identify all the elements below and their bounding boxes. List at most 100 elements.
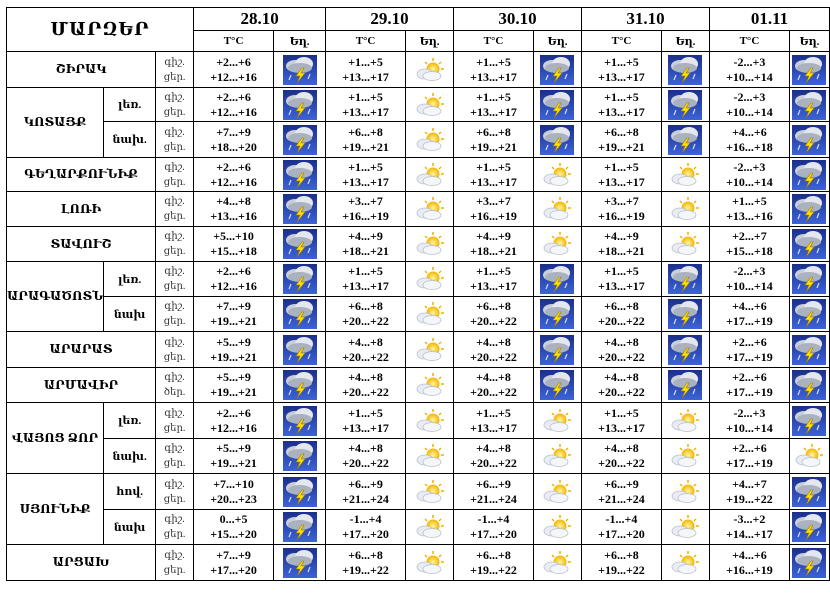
date-header: 29.10 — [325, 7, 455, 31]
partly-cloudy-icon — [668, 548, 702, 578]
night-temp: +6...+9 — [604, 476, 639, 491]
day-temp: +17...+20 — [470, 527, 517, 541]
storm-icon — [668, 90, 702, 120]
partly-cloudy-icon — [668, 477, 702, 507]
temperature-cell: +4...+8 +20...+22 — [580, 367, 662, 403]
day-temp: +12...+16 — [210, 174, 257, 189]
day-label: ցեր. — [163, 106, 186, 118]
storm-icon — [283, 370, 317, 400]
temperature-cell: +6...+8 +19...+21 — [325, 121, 407, 158]
day-temp: +18...+21 — [598, 244, 645, 258]
weather-cell — [788, 367, 830, 403]
night-temp: -1...+4 — [605, 512, 638, 526]
zone-name: նախ — [103, 296, 157, 332]
weather-cell — [788, 544, 830, 581]
temperature-cell: +6...+8 +19...+21 — [580, 121, 662, 158]
table-row: նախ. գիշ. ցեր. +7...+9 +18...+20 +6...+8 +19..… — [7, 121, 830, 158]
weather-cell — [660, 473, 710, 510]
night-temp: +1...+5 — [604, 54, 639, 69]
weather-cell — [660, 261, 710, 297]
day-temp: +18...+21 — [470, 244, 517, 258]
day-temp: +21...+24 — [470, 491, 517, 506]
day-temp: +14...+17 — [726, 527, 773, 541]
night-label: գիշ. — [164, 91, 185, 103]
day-label: ցեր. — [163, 493, 186, 505]
temperature-cell: +6...+8 +19...+22 — [580, 544, 662, 581]
weather-cell — [273, 261, 327, 297]
day-night-labels: գիշ. ցեր. — [155, 51, 195, 88]
night-temp: +1...+5 — [476, 264, 511, 278]
day-night-labels: գիշ. ցեր. — [155, 157, 195, 192]
night-temp: +1...+5 — [348, 405, 383, 420]
night-temp: +6...+8 — [604, 299, 639, 313]
partly-cloudy-icon — [668, 194, 702, 224]
night-temp: +4...+8 — [348, 441, 383, 455]
weather-cell — [533, 87, 582, 122]
temperature-cell: -2...+3 +10...+14 — [708, 261, 790, 297]
table-row: ԼՈՌԻ գիշ. ցեր. +4...+8 +13...+16 +3...+7 +16..… — [5, 191, 830, 227]
night-temp: +2...+6 — [216, 264, 251, 278]
storm-icon — [792, 548, 826, 578]
partly-cloudy-icon — [668, 160, 702, 190]
weather-cell — [660, 331, 710, 368]
storm-icon — [792, 90, 826, 120]
weather-cell — [788, 51, 830, 88]
night-temp: +4...+9 — [348, 229, 383, 243]
day-label: ցեր. — [163, 211, 186, 222]
weather-cell — [660, 157, 710, 192]
night-temp: +4...+7 — [732, 476, 767, 491]
day-temp: +19...+21 — [210, 385, 257, 399]
temperature-cell: +6...+9 +21...+24 — [453, 473, 534, 510]
temperature-cell: +1...+5 +13...+17 — [325, 402, 407, 439]
night-temp: +4...+6 — [732, 547, 767, 562]
night-temp: +1...+5 — [604, 89, 639, 104]
partly-cloudy-icon — [413, 441, 447, 471]
region-name: ՎԱՅՈՑ ՁՈՐ — [5, 402, 105, 474]
temperature-cell: -2...+3 +10...+14 — [708, 87, 790, 122]
weather-cell — [533, 51, 582, 88]
partly-cloudy-icon — [668, 229, 702, 259]
weather-cell — [405, 438, 455, 474]
day-label: ցեր. — [163, 176, 186, 188]
weather-cell — [788, 296, 830, 332]
region-name: ԱՐՑԱԽ — [5, 544, 157, 581]
temp-col-header: T°C — [325, 30, 407, 52]
day-label: ցեր. — [163, 458, 186, 469]
temperature-cell: +2...+6 +17...+19 — [708, 438, 790, 474]
night-temp: +7...+9 — [216, 299, 251, 313]
temperature-cell: +6...+8 +19...+22 — [325, 544, 407, 581]
weather-cell — [788, 261, 830, 297]
day-temp: +13...+17 — [470, 104, 517, 119]
night-temp: -2...+3 — [733, 264, 766, 278]
storm-icon — [283, 194, 317, 224]
partly-cloudy-icon — [668, 406, 702, 436]
temperature-cell: +2...+7 +15...+18 — [708, 226, 790, 262]
region-name: ՍՅՈՒՆԻՔ — [5, 473, 105, 545]
night-temp: +4...+8 — [604, 334, 639, 349]
forecast-table: ՄԱՐԶԵՐ 28.10 29.10 30.10 31.10 01.11 T°C… — [5, 7, 830, 581]
weather-cell — [273, 157, 327, 192]
day-temp: +17...+20 — [598, 527, 645, 541]
weather-cell — [405, 261, 455, 297]
night-temp: +1...+5 — [604, 405, 639, 420]
day-temp: +19...+22 — [726, 491, 773, 506]
day-label: ցեր. — [163, 529, 186, 540]
temperature-cell: +4...+8 +20...+22 — [325, 367, 407, 403]
table-row: ԱՐՑԱԽ գիշ. ցեր. +7...+9 +17...+20 +6...+8 +19.… — [5, 544, 830, 581]
temperature-cell: +5...+9 +19...+21 — [193, 367, 275, 403]
storm-icon — [540, 335, 574, 365]
temperature-cell: +2...+6 +12...+16 — [193, 51, 275, 88]
weather-cell — [405, 121, 455, 158]
weather-cell — [660, 367, 710, 403]
storm-icon — [668, 264, 702, 294]
day-label: ծեր. — [163, 387, 186, 398]
temperature-cell: +1...+5 +13...+17 — [580, 402, 662, 439]
day-temp: +17...+20 — [210, 562, 257, 577]
temperature-cell: +4...+6 +16...+18 — [708, 121, 790, 158]
table-row: ԿՈՏԱՅՔ լեռ. գիշ. ցեր. +2...+6 +12...+16 +1...+… — [5, 87, 830, 158]
storm-icon — [540, 264, 574, 294]
day-night-labels: գիշ. ցեր. — [155, 473, 195, 510]
temp-col-header: T°C — [453, 30, 534, 52]
zone-name: նախ. — [103, 121, 157, 158]
storm-icon — [792, 370, 826, 400]
